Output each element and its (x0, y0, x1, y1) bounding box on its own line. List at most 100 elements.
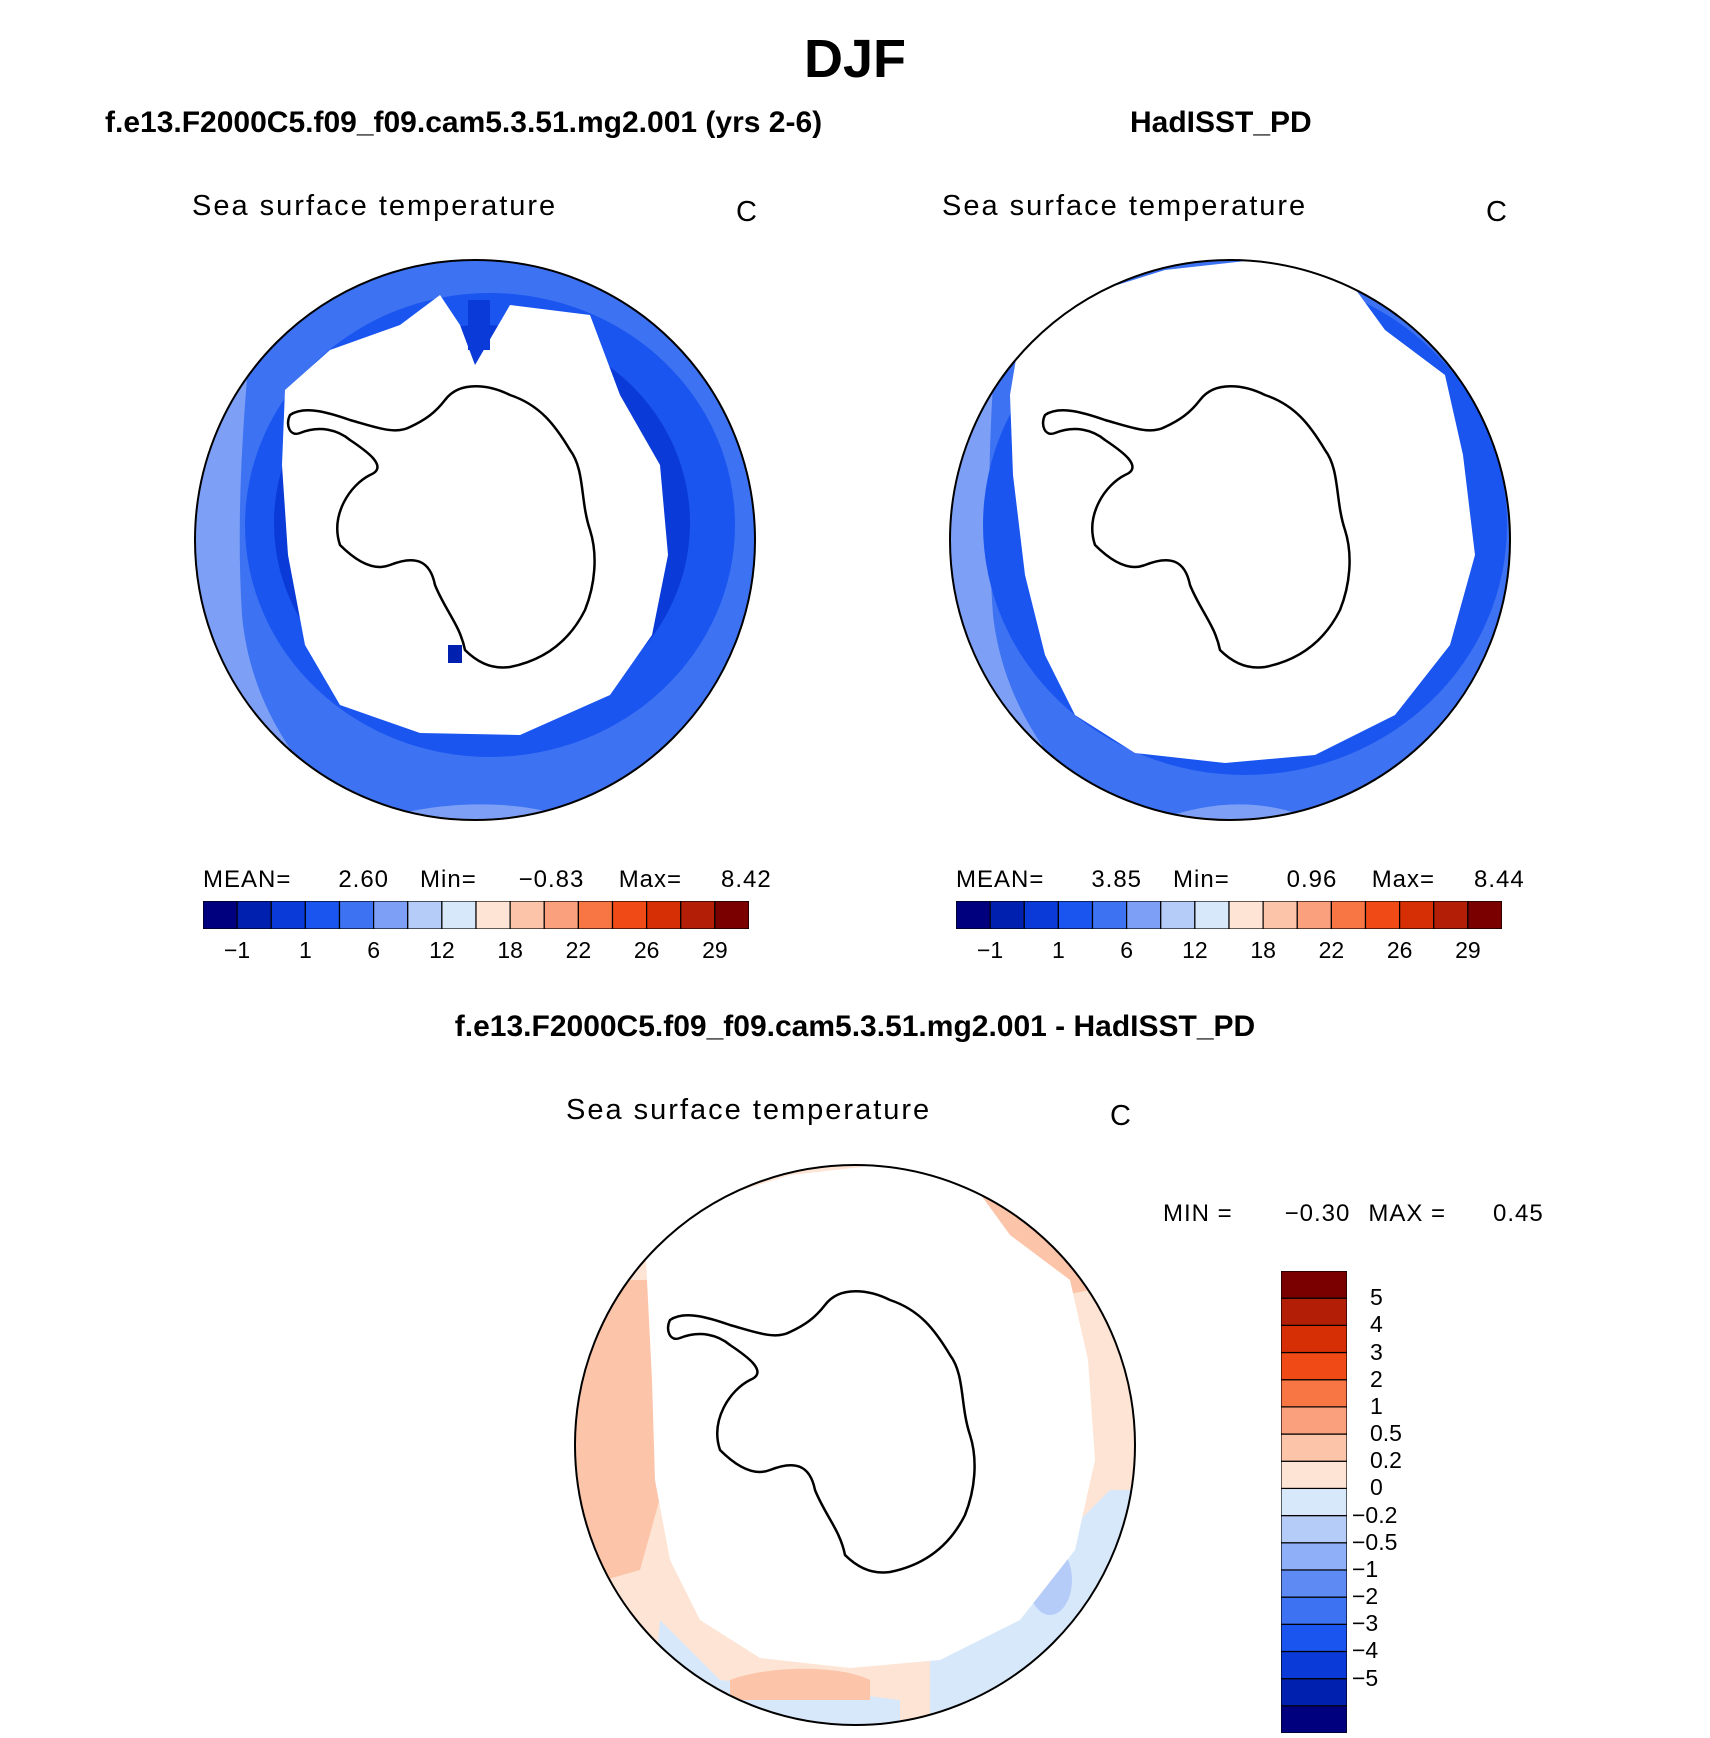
obs-colorbar-tick-label: 6 (1120, 937, 1134, 963)
model-colorbar-tick-label: 1 (298, 937, 312, 963)
model-panel-title: f.e13.F2000C5.f09_f09.cam5.3.51.mg2.001 … (105, 106, 823, 139)
diff-colorbar-tick-label: 0.2 (1370, 1447, 1402, 1474)
obs-units: C (1486, 196, 1507, 228)
obs-panel-title: HadISST_PD (1130, 106, 1312, 139)
obs-field-name: Sea surface temperature (942, 190, 1308, 222)
diff-colorbar-swatch (1281, 1487, 1347, 1517)
model-colorbar-swatch (304, 901, 341, 929)
obs-stats: MEAN= 3.85 Min= 0.96 Max= 8.44 (956, 866, 1525, 894)
obs-colorbar-swatch (956, 901, 991, 929)
diff-colorbar-tick-label: −1 (1352, 1555, 1379, 1582)
diff-colorbar (1281, 1271, 1347, 1733)
model-colorbar-swatch (203, 901, 238, 929)
model-colorbar-tick-label: 6 (367, 937, 381, 963)
diff-colorbar-tick-label: −0.5 (1352, 1528, 1398, 1555)
diff-colorbar-swatch (1281, 1433, 1347, 1462)
model-max-value: 8.42 (721, 866, 772, 893)
obs-colorbar-swatch (1262, 901, 1298, 929)
obs-map (949, 259, 1511, 821)
diff-colorbar-tick-label: 0 (1370, 1474, 1383, 1501)
model-colorbar-swatch (407, 901, 443, 929)
model-colorbar-swatch (611, 901, 648, 929)
obs-colorbar-swatch (1160, 901, 1196, 929)
obs-colorbar-swatch (1330, 901, 1367, 929)
diff-colorbar-tick-label: −0.2 (1352, 1501, 1398, 1528)
diff-colorbar-swatch (1281, 1623, 1347, 1653)
model-colorbar-swatch (236, 901, 272, 929)
diff-min-label: MIN = (1163, 1200, 1233, 1227)
obs-colorbar-swatch (1433, 901, 1469, 929)
obs-colorbar-swatch (1091, 901, 1128, 929)
obs-mean-value: 3.85 (1091, 866, 1143, 893)
obs-colorbar-swatch (1023, 901, 1059, 929)
model-colorbar-tick-label: 18 (497, 937, 523, 963)
diff-colorbar-swatch (1281, 1271, 1347, 1299)
model-colorbar-swatch (680, 901, 716, 929)
diff-stats: MIN = −0.30 MAX = 0.45 (1163, 1200, 1544, 1228)
diff-colorbar-ticks: 5 4 3 2 1 0.5 0.2 0 −0.2 −0.5 −1 −2 −3 −4 −5 (1352, 1271, 1472, 1733)
model-colorbar-swatch (509, 901, 545, 929)
obs-colorbar (956, 901, 1502, 929)
diff-colorbar-swatch (1281, 1650, 1347, 1680)
diff-colorbar-swatch (1281, 1514, 1347, 1544)
obs-max-label: Max= (1371, 866, 1436, 893)
diff-map (574, 1164, 1136, 1726)
model-colorbar-swatch (646, 901, 682, 929)
model-colorbar-tick-label: 22 (565, 937, 592, 963)
obs-colorbar-ticks: −1 1 6 12 18 22 26 29 (956, 937, 1502, 967)
model-colorbar-swatch (441, 901, 477, 929)
obs-colorbar-tick-label: 26 (1386, 937, 1413, 963)
obs-min-value: 0.96 (1286, 866, 1338, 893)
model-sst-field (195, 260, 755, 820)
diff-colorbar-swatch (1281, 1596, 1347, 1625)
diff-colorbar-tick-label: 1 (1370, 1392, 1383, 1419)
model-units: C (736, 196, 757, 228)
obs-colorbar-swatch (1126, 901, 1162, 929)
diff-panel-title: f.e13.F2000C5.f09_f09.cam5.3.51.mg2.001 … (454, 1010, 1256, 1043)
diff-colorbar-tick-label: 2 (1370, 1365, 1383, 1392)
model-colorbar-tick-label: 12 (429, 937, 455, 963)
model-colorbar-tick-label: 26 (633, 937, 660, 963)
obs-sst-field (950, 260, 1510, 820)
obs-colorbar-swatch (1228, 901, 1264, 929)
model-colorbar-swatch (577, 901, 614, 929)
model-colorbar-swatch (543, 901, 579, 929)
diff-colorbar-tick-label: −4 (1352, 1637, 1379, 1664)
model-map (194, 259, 756, 821)
model-colorbar-swatch (475, 901, 511, 929)
diff-colorbar-swatch (1281, 1705, 1347, 1733)
diff-colorbar-swatch (1281, 1379, 1347, 1408)
model-colorbar-ticks: −1 1 6 12 18 22 26 29 (203, 937, 749, 967)
obs-colorbar-swatch (1399, 901, 1435, 929)
model-colorbar-tick-label: 29 (702, 937, 728, 963)
diff-colorbar-tick-label: 5 (1370, 1284, 1383, 1311)
diff-colorbar-tick-label: −2 (1352, 1583, 1379, 1610)
diff-colorbar-swatch (1281, 1542, 1347, 1571)
model-colorbar-swatch (714, 901, 749, 929)
page-title: DJF (803, 29, 906, 89)
diff-colorbar-swatch (1281, 1678, 1347, 1707)
obs-colorbar-tick-label: 12 (1182, 937, 1208, 963)
obs-colorbar-tick-label: 22 (1318, 937, 1345, 963)
diff-max-label: MAX = (1368, 1200, 1447, 1227)
diff-colorbar-swatch (1281, 1351, 1347, 1381)
diff-colorbar-tick-label: 3 (1370, 1338, 1383, 1365)
obs-colorbar-tick-label: −1 (977, 937, 1004, 963)
diff-colorbar-swatch (1281, 1297, 1347, 1326)
diff-colorbar-swatch (1281, 1406, 1347, 1435)
diff-colorbar-tick-label: −3 (1352, 1610, 1379, 1637)
obs-colorbar-swatch (989, 901, 1025, 929)
model-colorbar-swatch (338, 901, 375, 929)
antarctica-coastline (286, 385, 596, 669)
obs-mean-label: MEAN= (956, 866, 1045, 893)
obs-colorbar-swatch (1364, 901, 1401, 929)
obs-max-value: 8.44 (1474, 866, 1525, 893)
diff-max-value: 0.45 (1492, 1200, 1544, 1227)
obs-colorbar-tick-label: 1 (1051, 937, 1065, 963)
obs-colorbar-swatch (1467, 901, 1502, 929)
diff-sst-field (575, 1165, 1135, 1725)
model-stats: MEAN= 2.60 Min= −0.83 Max= 8.42 (203, 866, 772, 894)
obs-colorbar-tick-label: 29 (1455, 937, 1481, 963)
diff-min-value: −0.30 (1284, 1200, 1351, 1227)
obs-colorbar-swatch (1296, 901, 1332, 929)
